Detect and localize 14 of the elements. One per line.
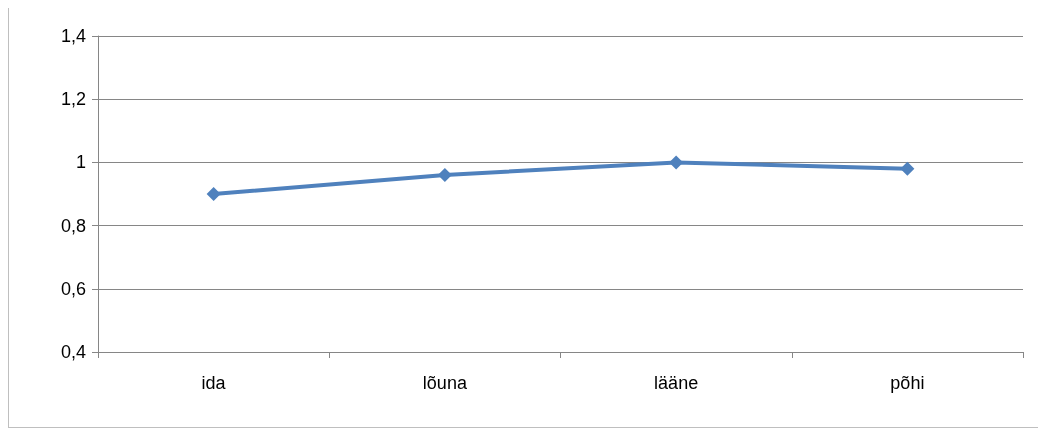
y-tick-label: 1 bbox=[75, 152, 86, 173]
y-tick-label: 1,2 bbox=[60, 89, 86, 110]
x-tick-label: ida bbox=[201, 373, 227, 393]
y-tick-label: 0,4 bbox=[60, 342, 86, 362]
x-tick-label: põhi bbox=[890, 373, 925, 393]
y-tick-label: 0,6 bbox=[60, 278, 86, 299]
x-tick-label: lõuna bbox=[422, 373, 468, 393]
point bbox=[669, 155, 684, 170]
y-tick-label: 1,4 bbox=[60, 26, 86, 46]
y-tick-label: 0,8 bbox=[60, 215, 86, 236]
point bbox=[900, 161, 915, 176]
point bbox=[206, 187, 221, 201]
x-tick-label: lääne bbox=[654, 373, 699, 393]
point bbox=[437, 168, 452, 183]
